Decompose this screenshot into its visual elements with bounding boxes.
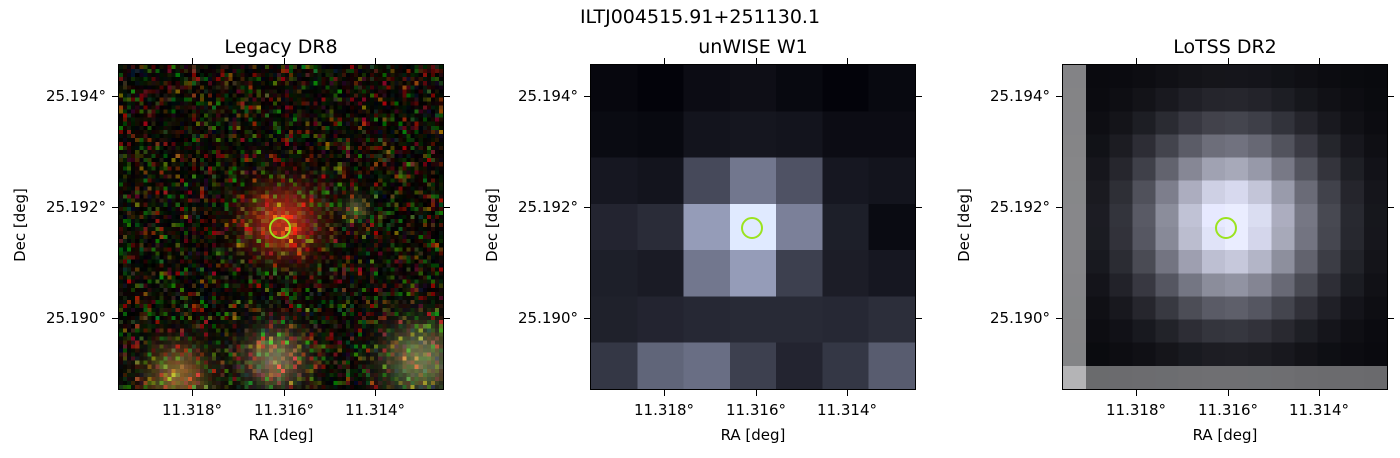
y-axis-label: Dec [deg]	[955, 188, 973, 262]
x-tick-label: 11.316°	[254, 401, 314, 419]
y-tick-mark	[444, 318, 450, 320]
x-tick-mark	[1136, 390, 1138, 396]
source-marker	[1215, 217, 1237, 239]
image-lotss	[1062, 64, 1388, 390]
panel-unwise: unWISE W1 25.194° 25.192° 25.190° 11.318° 11…	[472, 0, 932, 458]
x-tick-mark	[1319, 58, 1321, 64]
x-tick-mark	[756, 390, 758, 396]
y-tick-mark	[916, 96, 922, 98]
x-tick-label: 11.314°	[1289, 401, 1349, 419]
x-tick-mark	[664, 390, 666, 396]
panel-legacy: Legacy DR8 25.194° 25.192° 25.190° 11.318° 1…	[0, 0, 460, 458]
x-tick-label: 11.316°	[726, 401, 786, 419]
y-tick-label: 25.192°	[46, 198, 106, 216]
y-tick-mark	[916, 207, 922, 209]
x-tick-mark	[375, 58, 377, 64]
x-tick-mark	[192, 390, 194, 396]
x-tick-mark	[664, 58, 666, 64]
y-tick-mark	[584, 318, 590, 320]
x-tick-label: 11.314°	[817, 401, 877, 419]
x-tick-mark	[1228, 390, 1230, 396]
y-axis-label: Dec [deg]	[483, 188, 501, 262]
x-tick-mark	[1136, 58, 1138, 64]
y-tick-mark	[1388, 207, 1394, 209]
y-tick-label: 25.194°	[46, 87, 106, 105]
source-marker	[269, 217, 291, 239]
x-tick-mark	[847, 390, 849, 396]
x-tick-mark	[375, 390, 377, 396]
x-tick-mark	[284, 58, 286, 64]
x-tick-label: 11.318°	[162, 401, 222, 419]
panel-title: unWISE W1	[698, 36, 808, 58]
y-tick-mark	[1056, 318, 1062, 320]
source-marker	[741, 217, 763, 239]
y-tick-label: 25.192°	[518, 198, 578, 216]
x-tick-mark	[284, 390, 286, 396]
x-tick-label: 11.316°	[1198, 401, 1258, 419]
y-tick-mark	[1388, 96, 1394, 98]
panel-lotss: LoTSS DR2 25.194° 25.192° 25.190° 11.318° 11…	[944, 0, 1400, 458]
y-tick-mark	[112, 318, 118, 320]
panel-title: Legacy DR8	[224, 36, 338, 58]
y-tick-mark	[584, 96, 590, 98]
y-tick-label: 25.194°	[990, 87, 1050, 105]
x-tick-mark	[1319, 390, 1321, 396]
y-tick-mark	[444, 96, 450, 98]
y-tick-mark	[112, 96, 118, 98]
y-tick-label: 25.194°	[518, 87, 578, 105]
x-axis-label: RA [deg]	[720, 426, 786, 444]
panel-title: LoTSS DR2	[1173, 36, 1277, 58]
y-tick-mark	[916, 318, 922, 320]
x-axis-label: RA [deg]	[248, 426, 314, 444]
y-tick-label: 25.190°	[518, 309, 578, 327]
y-tick-label: 25.192°	[990, 198, 1050, 216]
y-tick-label: 25.190°	[46, 309, 106, 327]
x-tick-mark	[192, 58, 194, 64]
x-tick-mark	[756, 58, 758, 64]
y-tick-mark	[1056, 207, 1062, 209]
y-tick-mark	[1388, 318, 1394, 320]
x-tick-label: 11.318°	[634, 401, 694, 419]
y-axis-label: Dec [deg]	[11, 188, 29, 262]
x-tick-label: 11.318°	[1106, 401, 1166, 419]
y-tick-mark	[112, 207, 118, 209]
figure-title: ILTJ004515.91+251130.1	[579, 6, 821, 28]
y-tick-mark	[584, 207, 590, 209]
y-tick-mark	[444, 207, 450, 209]
x-tick-mark	[1228, 58, 1230, 64]
x-tick-mark	[847, 58, 849, 64]
x-tick-label: 11.314°	[345, 401, 405, 419]
x-axis-label: RA [deg]	[1192, 426, 1258, 444]
y-tick-label: 25.190°	[990, 309, 1050, 327]
y-tick-mark	[1056, 96, 1062, 98]
